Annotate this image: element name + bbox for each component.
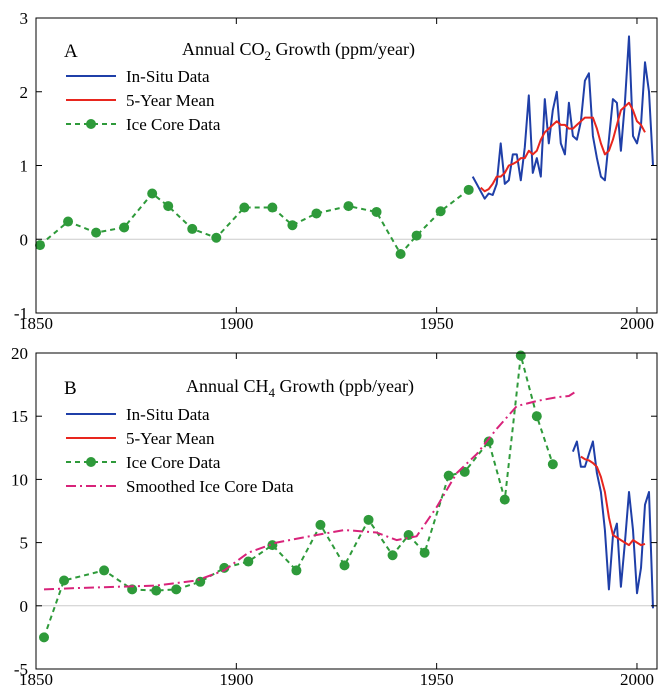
panel-label: A: [64, 41, 78, 62]
data-point: [547, 459, 558, 470]
y-tick-label: 20: [11, 344, 28, 363]
data-point: [35, 240, 46, 251]
data-point: [39, 632, 50, 643]
legend-label: In-Situ Data: [126, 405, 210, 424]
series-line: [43, 354, 554, 638]
chart-title: Annual CH4 Growth (ppb/year): [186, 376, 414, 400]
chart-panel-a: 1850 1900 1950 2000 -1 0 1 2 3 A Annual CO2 Growth…: [14, 9, 658, 333]
y-tick-label: 3: [20, 9, 29, 28]
data-point: [463, 184, 474, 195]
data-point: [287, 220, 298, 231]
data-point: [499, 494, 510, 505]
series-line: [571, 440, 654, 609]
legend-label: Ice Core Data: [126, 453, 221, 472]
data-point: [119, 222, 130, 233]
legend-label: Ice Core Data: [126, 115, 221, 134]
series-smoothed-ice-core-data: [43, 390, 578, 591]
x-tick-label: 1900: [219, 314, 253, 333]
data-point: [239, 202, 250, 213]
data-point: [403, 530, 414, 541]
panel-label: B: [64, 378, 77, 399]
data-point: [291, 565, 302, 576]
y-tick-label: 5: [20, 534, 29, 553]
data-point: [343, 201, 354, 212]
x-tick-label: 1950: [420, 314, 454, 333]
y-tick-label: 15: [11, 407, 28, 426]
series-line: [480, 101, 646, 193]
data-point: [91, 227, 102, 238]
y-tick-label: 0: [20, 597, 29, 616]
data-point: [315, 519, 326, 530]
chart-panel-b: 1850 1900 1950 2000 -5 0 5 10 15 20 B Annual CH4 Gr…: [11, 344, 658, 689]
data-point: [387, 550, 398, 561]
series-ice-core-data: [39, 350, 558, 643]
data-point: [531, 411, 542, 422]
x-tick-label: 1850: [19, 670, 53, 689]
data-point: [147, 188, 158, 199]
y-tick-label: 0: [20, 230, 29, 249]
y-tick-label: 1: [20, 157, 29, 176]
legend-marker: [86, 119, 96, 129]
legend-label: 5-Year Mean: [126, 91, 215, 110]
data-point: [99, 565, 110, 576]
data-point: [435, 206, 446, 217]
data-point: [211, 232, 222, 243]
data-point: [483, 436, 494, 447]
series-5-year-mean: [480, 101, 646, 193]
legend-label: In-Situ Data: [126, 67, 210, 86]
series-line: [39, 189, 470, 255]
x-tick-label: 1850: [19, 314, 53, 333]
data-point: [339, 560, 350, 571]
data-point: [311, 208, 322, 219]
y-tick-label: -1: [14, 304, 28, 323]
series-ice-core-data: [35, 184, 474, 259]
x-tick-label: 2000: [620, 670, 654, 689]
x-tick-label: 2000: [620, 314, 654, 333]
data-point: [371, 206, 382, 217]
x-tick-label: 1950: [420, 670, 454, 689]
legend-label: Smoothed Ice Core Data: [126, 477, 294, 496]
data-point: [243, 556, 254, 567]
legend: In-Situ Data 5-Year Mean Ice Core Data Smoo…: [66, 405, 294, 496]
data-point: [171, 584, 182, 595]
data-point: [163, 201, 174, 212]
y-tick-label: -5: [14, 660, 28, 679]
series-line: [471, 35, 654, 200]
legend: In-Situ Data 5-Year Mean Ice Core Data: [66, 67, 221, 134]
y-tick-label: 2: [20, 83, 29, 102]
data-point: [267, 202, 278, 213]
plot-frame: [35, 352, 658, 670]
data-point: [59, 575, 70, 586]
plot-frame: [35, 17, 658, 314]
legend-marker: [86, 457, 96, 467]
y-tick-label: 10: [11, 470, 28, 489]
chart-title: Annual CO2 Growth (ppm/year): [182, 39, 415, 63]
data-point: [459, 466, 470, 477]
data-point: [151, 585, 162, 596]
x-tick-label: 1900: [219, 670, 253, 689]
data-point: [443, 470, 454, 481]
series-5-year-mean: [580, 455, 646, 547]
data-point: [63, 216, 74, 227]
data-point: [515, 350, 526, 361]
series-line: [580, 455, 646, 547]
series-in-situ-data: [571, 440, 654, 609]
series-line: [43, 390, 578, 591]
data-point: [419, 547, 430, 558]
series-in-situ-data: [471, 35, 654, 200]
data-point: [187, 223, 198, 234]
data-point: [395, 249, 406, 259]
data-point: [411, 230, 422, 241]
legend-label: 5-Year Mean: [126, 429, 215, 448]
data-point: [363, 514, 374, 525]
